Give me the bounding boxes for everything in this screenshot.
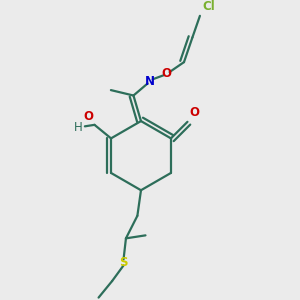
Text: O: O bbox=[190, 106, 200, 119]
Text: H: H bbox=[74, 121, 83, 134]
Text: S: S bbox=[119, 256, 128, 269]
Text: N: N bbox=[145, 76, 155, 88]
Text: O: O bbox=[161, 67, 172, 80]
Text: O: O bbox=[83, 110, 93, 123]
Text: Cl: Cl bbox=[202, 0, 215, 14]
